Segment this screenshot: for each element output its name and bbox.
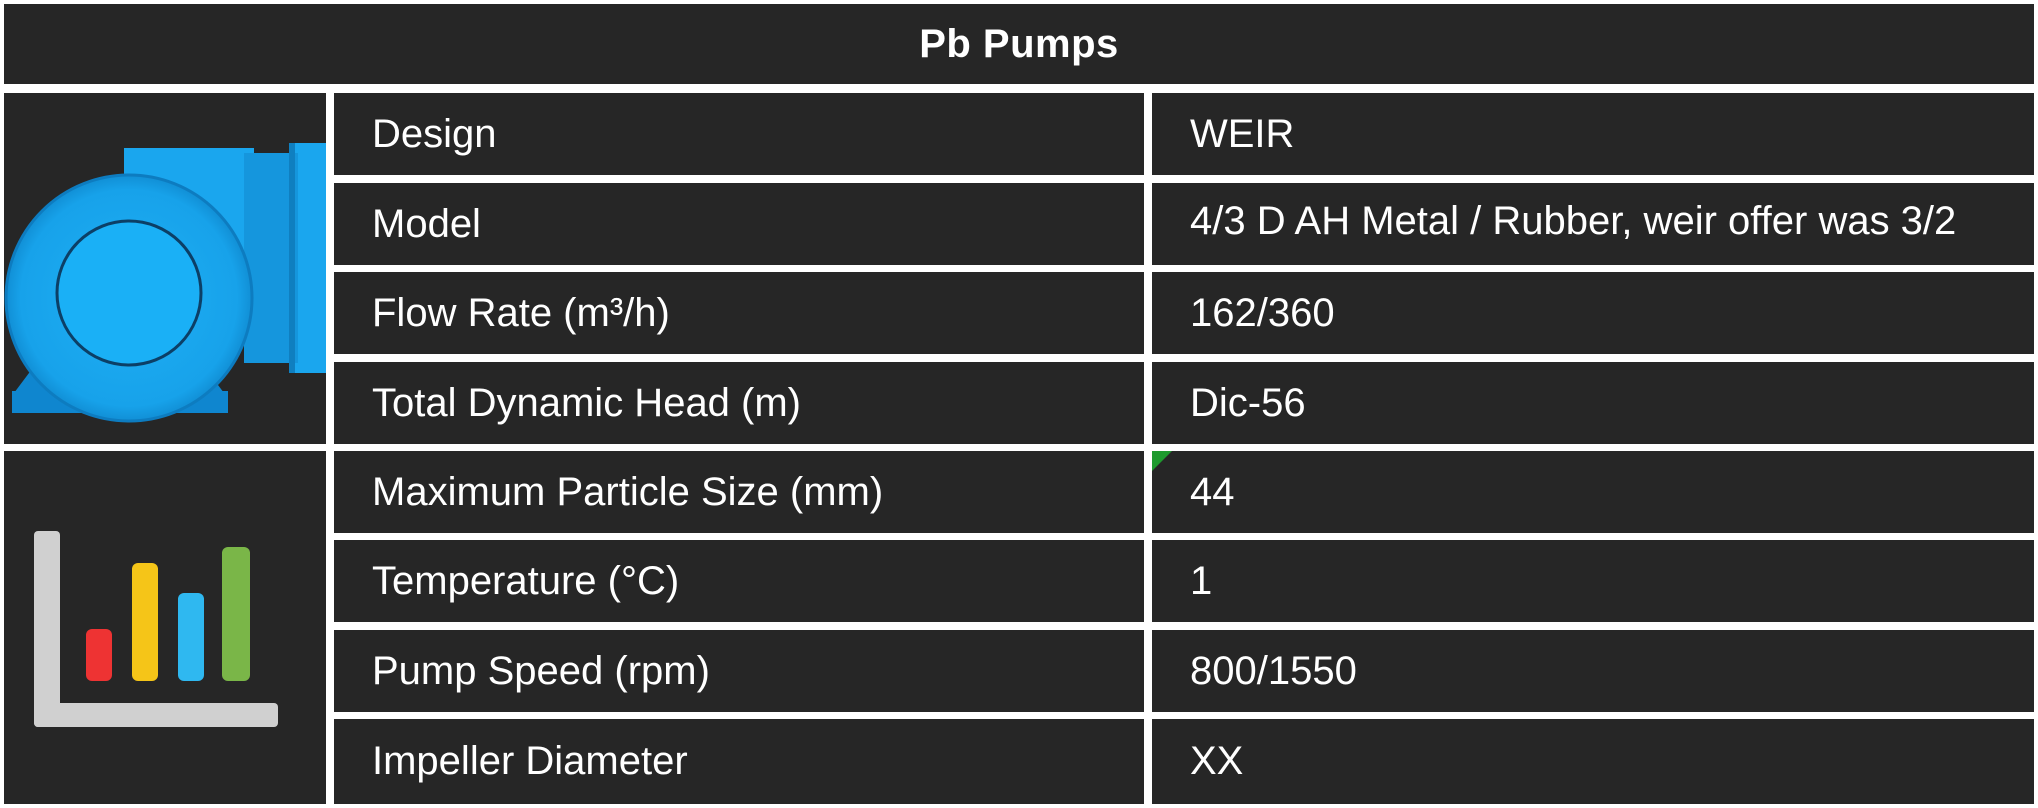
spec-label-text: Design <box>372 111 497 156</box>
spec-label-pump-speed: Pump Speed (rpm) <box>334 630 1144 712</box>
spec-label-text: Total Dynamic Head (m) <box>372 380 802 425</box>
spec-label-text: Impeller Diameter <box>372 739 688 783</box>
bar-chart-icon <box>34 531 278 727</box>
spec-value-text: Dic-56 <box>1190 380 1306 425</box>
title-bar: Pb Pumps <box>4 4 2034 84</box>
chart-icon-cell <box>4 451 326 804</box>
spec-label-model: Model <box>334 183 1144 265</box>
spec-value-text: 4/3 D AH Metal / Rubber, weir offer was … <box>1190 199 1957 243</box>
pump-icon <box>4 143 326 423</box>
spec-label-text: Maximum Particle Size (mm) <box>372 469 884 514</box>
pump-icon-cell <box>4 93 326 444</box>
spec-value-max-particle-size: 44 <box>1152 451 2034 533</box>
spec-label-text: Flow Rate (m³/h) <box>372 290 670 335</box>
spec-label-flow-rate: Flow Rate (m³/h) <box>334 272 1144 354</box>
spec-value-text: WEIR <box>1190 111 1295 156</box>
spec-value-flow-rate: 162/360 <box>1152 272 2034 354</box>
spec-label-text: Pump Speed (rpm) <box>372 648 710 693</box>
spec-value-text: 162/360 <box>1190 290 1335 335</box>
page-title: Pb Pumps <box>919 21 1119 66</box>
spec-value-design: WEIR <box>1152 93 2034 175</box>
spec-value-pump-speed: 800/1550 <box>1152 630 2034 712</box>
spec-value-text: 44 <box>1190 469 1235 514</box>
spec-value-temperature: 1 <box>1152 540 2034 622</box>
spec-label-impeller-diameter: Impeller Diameter <box>334 719 1144 804</box>
spec-label-max-particle-size: Maximum Particle Size (mm) <box>334 451 1144 533</box>
spec-label-total-dynamic-head: Total Dynamic Head (m) <box>334 362 1144 444</box>
spec-label-design: Design <box>334 93 1144 175</box>
spec-value-text: 1 <box>1190 558 1213 603</box>
spec-value-model: 4/3 D AH Metal / Rubber, weir offer was … <box>1152 183 2034 265</box>
spec-value-impeller-diameter: XX <box>1152 719 2034 804</box>
cell-comment-marker-icon <box>1152 451 1172 471</box>
spec-value-text: 800/1550 <box>1190 648 1357 693</box>
spec-value-total-dynamic-head: Dic-56 <box>1152 362 2034 444</box>
spec-label-temperature: Temperature (°C) <box>334 540 1144 622</box>
spec-value-text: XX <box>1190 739 1244 783</box>
spec-label-text: Model <box>372 201 481 246</box>
spec-label-text: Temperature (°C) <box>372 558 680 603</box>
